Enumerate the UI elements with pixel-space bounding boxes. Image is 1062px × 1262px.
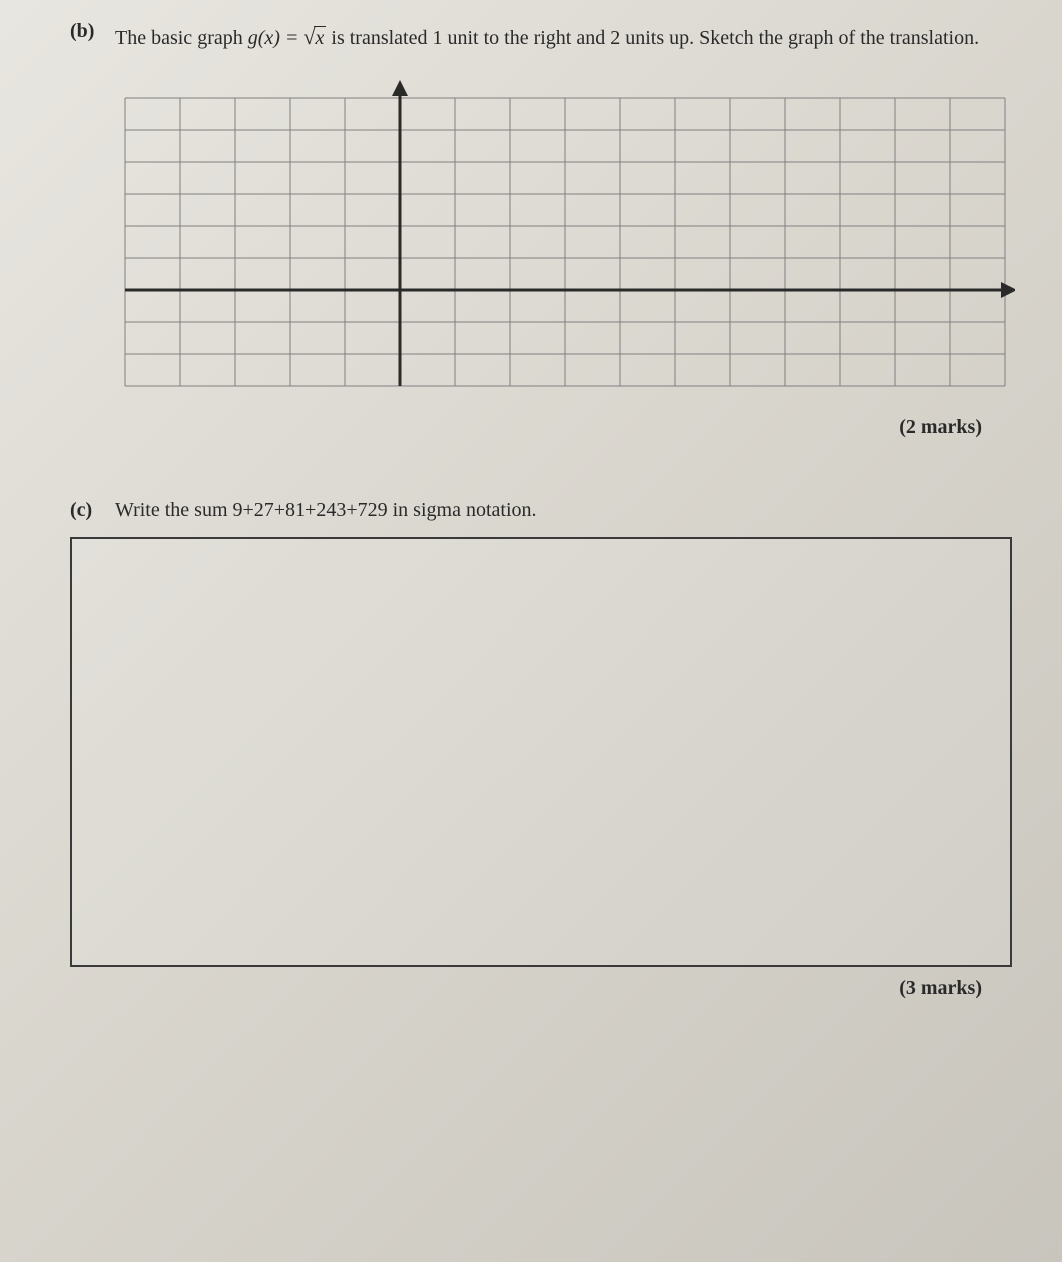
question-c-suffix: in sigma notation.: [393, 499, 537, 521]
question-b-text: The basic graph g(x) = √x is translated …: [115, 20, 1012, 53]
question-c-prefix: Write the sum: [115, 499, 233, 521]
question-b-label: (b): [70, 20, 100, 43]
question-c-label: (c): [70, 499, 100, 522]
question-c-text: Write the sum 9+27+81+243+729 in sigma n…: [115, 499, 537, 522]
sqrt-expression: √x: [303, 20, 326, 53]
question-b: (b) The basic graph g(x) = √x is transla…: [70, 20, 1012, 439]
question-b-formula: g(x) = √x: [248, 27, 332, 49]
sum-expression: 9+27+81+243+729: [233, 499, 388, 521]
sqrt-arg: x: [314, 26, 327, 49]
coordinate-grid: [115, 73, 1015, 401]
grid-container: [115, 73, 1012, 401]
question-b-marks: (2 marks): [70, 416, 982, 439]
function-lhs: g(x) =: [248, 27, 304, 49]
question-b-prefix: The basic graph: [115, 27, 248, 49]
question-c-marks: (3 marks): [70, 977, 982, 1000]
question-b-header: (b) The basic graph g(x) = √x is transla…: [70, 20, 1012, 53]
question-c-header: (c) Write the sum 9+27+81+243+729 in sig…: [70, 499, 1012, 522]
question-c: (c) Write the sum 9+27+81+243+729 in sig…: [70, 499, 1012, 1000]
question-b-suffix: is translated 1 unit to the right and 2 …: [331, 27, 979, 49]
answer-box: [70, 537, 1012, 967]
